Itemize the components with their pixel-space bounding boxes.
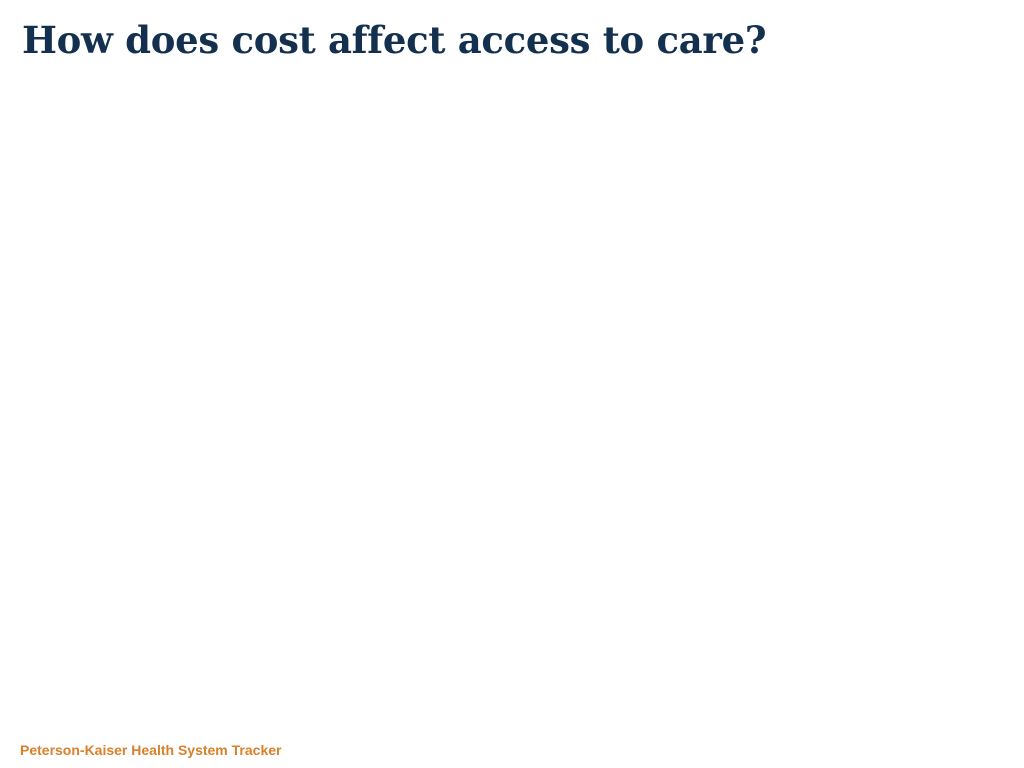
footer-brand-text: Peterson-Kaiser Health System Tracker — [20, 742, 282, 758]
slide-title: How does cost affect access to care? — [22, 18, 767, 62]
slide-content-area — [20, 80, 1004, 720]
